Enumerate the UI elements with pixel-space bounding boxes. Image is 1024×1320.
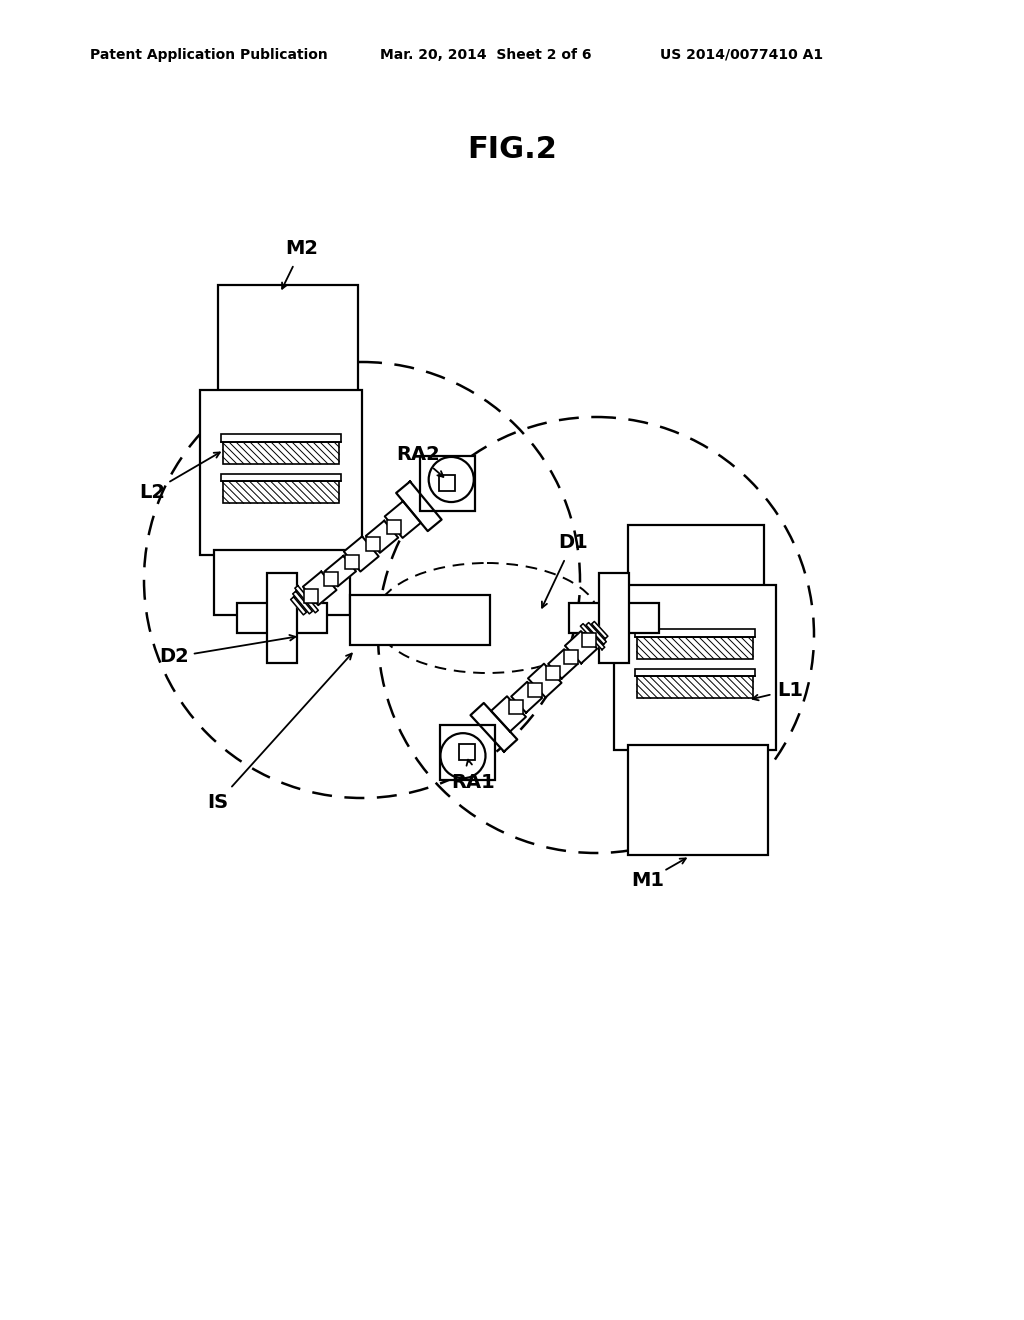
Bar <box>221 474 341 482</box>
Bar <box>438 475 456 491</box>
Bar <box>221 434 341 442</box>
Text: Mar. 20, 2014  Sheet 2 of 6: Mar. 20, 2014 Sheet 2 of 6 <box>380 48 592 62</box>
Text: US 2014/0077410 A1: US 2014/0077410 A1 <box>660 48 823 62</box>
Bar <box>366 537 380 552</box>
Bar <box>635 630 756 636</box>
Bar <box>459 743 475 760</box>
Text: RA2: RA2 <box>396 446 440 465</box>
Bar <box>628 525 764 590</box>
Bar <box>222 482 339 503</box>
Bar <box>325 572 338 586</box>
Bar <box>546 667 560 680</box>
Text: FIG.2: FIG.2 <box>467 136 557 165</box>
Polygon shape <box>325 556 356 586</box>
Polygon shape <box>366 520 398 553</box>
Bar <box>267 573 297 663</box>
Bar <box>214 550 350 615</box>
Polygon shape <box>385 502 421 539</box>
Bar <box>218 285 358 395</box>
Bar <box>569 603 659 634</box>
Bar <box>635 669 756 676</box>
Bar <box>237 603 327 634</box>
Bar <box>564 649 578 664</box>
Bar <box>527 682 542 697</box>
Bar <box>303 589 317 603</box>
Text: M2: M2 <box>286 239 318 257</box>
Polygon shape <box>528 664 561 697</box>
Polygon shape <box>344 536 379 572</box>
Polygon shape <box>291 597 306 615</box>
Text: RA1: RA1 <box>452 772 495 792</box>
Text: M1: M1 <box>632 870 665 890</box>
Bar <box>439 725 495 780</box>
Text: L1: L1 <box>777 681 803 700</box>
Polygon shape <box>548 649 578 678</box>
Text: Patent Application Publication: Patent Application Publication <box>90 48 328 62</box>
Polygon shape <box>511 682 542 713</box>
Text: IS: IS <box>208 792 228 812</box>
Bar <box>222 442 339 463</box>
Text: L2: L2 <box>139 483 165 502</box>
Polygon shape <box>295 586 318 612</box>
Polygon shape <box>592 622 608 639</box>
Bar <box>582 632 596 647</box>
Text: D1: D1 <box>558 532 588 552</box>
Bar <box>350 595 490 645</box>
Polygon shape <box>565 631 597 664</box>
Bar <box>510 700 523 714</box>
Bar <box>420 455 474 511</box>
Bar <box>345 554 359 569</box>
Polygon shape <box>586 623 606 644</box>
Polygon shape <box>396 482 441 531</box>
Polygon shape <box>492 696 526 731</box>
Bar <box>599 573 629 663</box>
Bar <box>387 520 400 535</box>
Bar <box>637 636 754 659</box>
Bar <box>614 585 776 750</box>
Polygon shape <box>303 572 337 605</box>
Bar <box>637 676 754 698</box>
Text: D2: D2 <box>159 648 188 667</box>
Polygon shape <box>581 623 605 649</box>
Bar <box>200 389 362 554</box>
Polygon shape <box>293 591 312 614</box>
Polygon shape <box>470 704 517 751</box>
Bar <box>628 744 768 855</box>
